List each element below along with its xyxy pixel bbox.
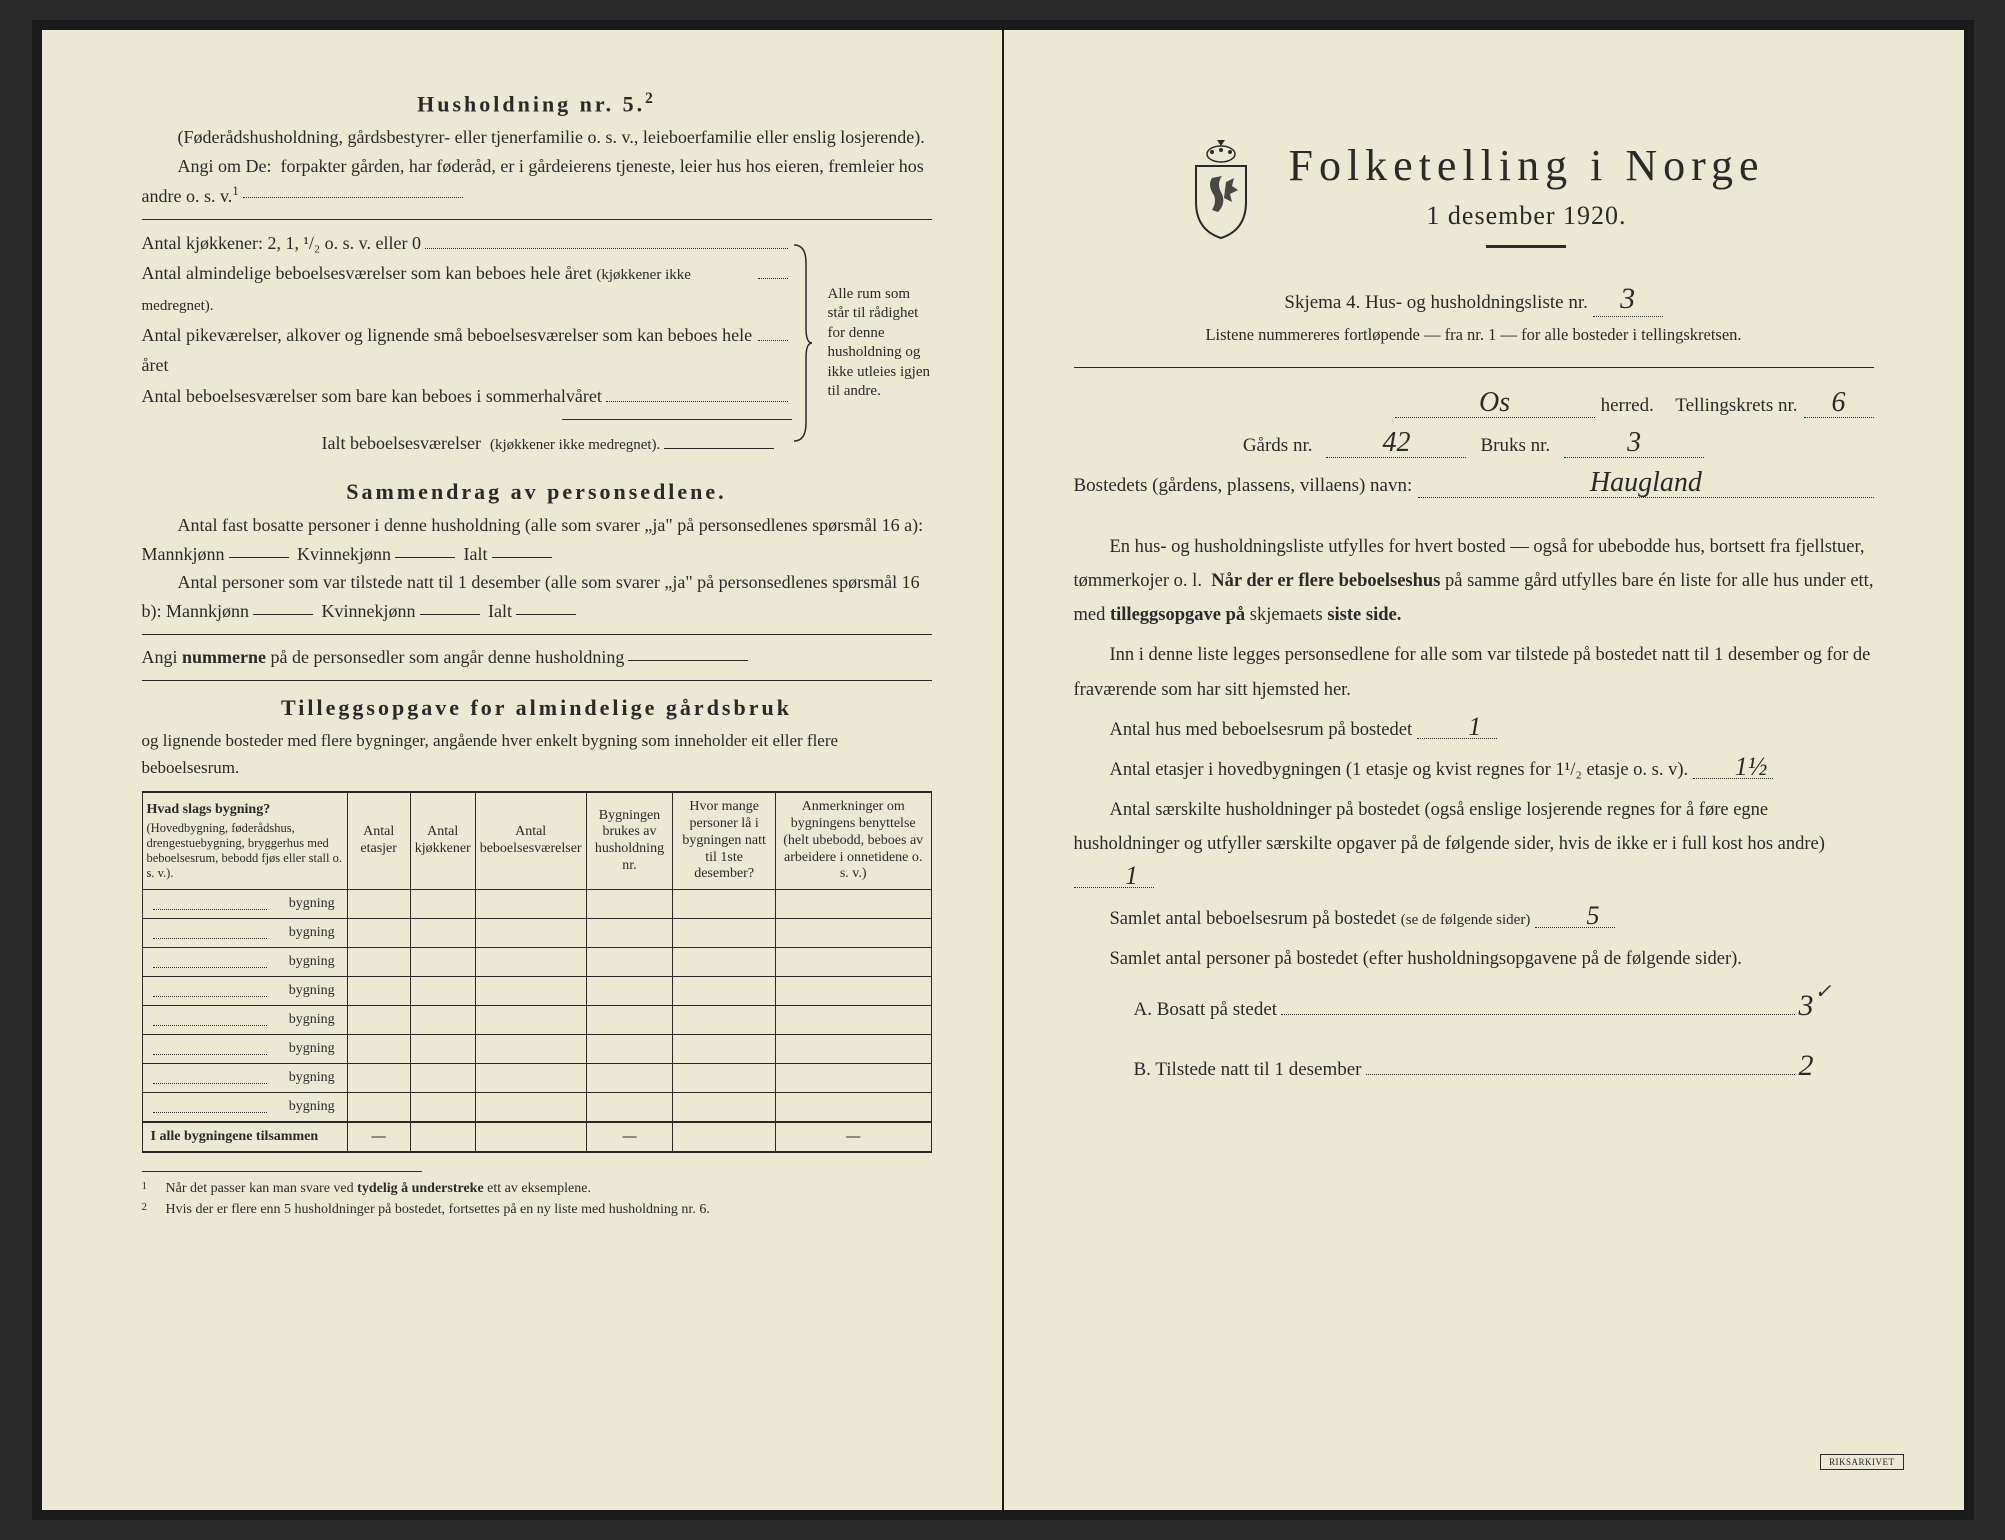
tillegg-sub: og lignende bosteder med flere bygninger…: [142, 727, 932, 781]
gards-value: 42: [1326, 429, 1466, 458]
answer-a: A. Bosatt på stedet 3✓: [1134, 976, 1874, 1036]
th-floors: Antal etasjer: [347, 792, 410, 889]
tillegg-heading: Tilleggsopgave for almindelige gårdsbruk: [142, 695, 932, 721]
krets-value: 6: [1804, 389, 1874, 418]
brace-note: Alle rum som står til rådighet for denne…: [822, 228, 932, 459]
rooms-2: Antal pikeværelser, alkover og lignende …: [142, 320, 754, 381]
title-rule: [1486, 245, 1566, 248]
q-households-value: 1: [1074, 864, 1154, 888]
herred-line: Os herred. Tellingskrets nr. 6: [1074, 386, 1874, 426]
th-remarks: Anmerkninger om bygningens benyttelse (h…: [775, 792, 931, 889]
rooms-brace-group: Antal kjøkkener: 2, 1, ¹/₂ o. s. v. elle…: [142, 228, 932, 459]
summary-2: Antal personer som var tilstede natt til…: [142, 568, 932, 626]
footnotes: 1Når det passer kan man svare ved tydeli…: [142, 1171, 932, 1220]
angi-line: Angi om De: forpakter gården, har føderå…: [142, 152, 932, 211]
document-spread: Husholdning nr. 5.2 (Føderådshusholdning…: [32, 20, 1974, 1520]
coat-of-arms-icon: [1182, 140, 1260, 240]
q-rooms: Samlet antal beboelsesrum på bostedet (s…: [1074, 902, 1874, 936]
household-heading: Husholdning nr. 5.2: [142, 90, 932, 117]
q-rooms-value: 5: [1535, 904, 1615, 928]
brace-icon: [792, 228, 822, 459]
q-houses-value: 1: [1417, 715, 1497, 739]
summary-1: Antal fast bosatte personer i denne hush…: [142, 511, 932, 569]
bruks-value: 3: [1564, 429, 1704, 458]
building-rows: bygning bygning bygning bygning bygning …: [142, 890, 931, 1153]
instruction: Listene nummereres fortløpende — fra nr.…: [1074, 325, 1874, 345]
q-households: Antal særskilte husholdninger på bostede…: [1074, 793, 1874, 896]
th-type: Hvad slags bygning?(Hovedbygning, føderå…: [142, 792, 347, 889]
q-persons: Samlet antal personer på bostedet (efter…: [1074, 942, 1874, 976]
building-table: Hvad slags bygning?(Hovedbygning, føderå…: [142, 791, 932, 1153]
answer-b-value: 2: [1799, 1036, 1814, 1096]
left-page: Husholdning nr. 5.2 (Føderådshusholdning…: [42, 30, 1002, 1510]
th-rooms: Antal beboelsesværelser: [475, 792, 586, 889]
q-floors-value: 1½: [1693, 755, 1774, 779]
th-persons: Hvor mange personer lå i bygningen natt …: [673, 792, 776, 889]
summary-heading: Sammendrag av personsedlene.: [142, 479, 932, 505]
subtitle: 1 desember 1920.: [1288, 201, 1764, 231]
gards-line: Gårds nr. 42 Bruks nr. 3: [1074, 426, 1874, 466]
q-floors: Antal etasjer i hovedbygningen (1 etasje…: [1074, 753, 1874, 787]
summary-3: Angi nummerne på de personsedler som ang…: [142, 643, 932, 672]
answer-a-value: 3✓: [1799, 976, 1814, 1036]
main-title: Folketelling i Norge: [1288, 140, 1764, 191]
household-desc: (Føderådshusholdning, gårdsbestyrer- ell…: [142, 123, 932, 152]
right-page: Folketelling i Norge 1 desember 1920. Sk…: [1004, 30, 1964, 1510]
kitchens-label: Antal kjøkkener: 2, 1, ¹/₂ o. s. v. elle…: [142, 228, 421, 259]
bosted-line: Bostedets (gårdens, plassens, villaens) …: [1074, 466, 1874, 506]
bosted-value: Haugland: [1418, 469, 1873, 498]
rooms-total: Ialt beboelsesværelser (kjøkkener ikke m…: [322, 428, 661, 459]
herred-value: Os: [1395, 389, 1595, 418]
instructions-p2: Inn i denne liste legges personsedlene f…: [1074, 638, 1874, 706]
instructions-p1: En hus- og husholdningsliste utfylles fo…: [1074, 530, 1874, 633]
th-household: Bygningen brukes av husholdning nr.: [586, 792, 673, 889]
rooms-3: Antal beboelsesværelser som bare kan beb…: [142, 381, 602, 412]
schema-line: Skjema 4. Hus- og husholdningsliste nr. …: [1074, 282, 1874, 317]
rooms-1: Antal almindelige beboelsesværelser som …: [142, 258, 754, 319]
answer-b: B. Tilstede natt til 1 desember 2: [1134, 1036, 1874, 1096]
total-row: I alle bygningene tilsammen———: [142, 1122, 931, 1152]
q-houses: Antal hus med beboelsesrum på bostedet 1: [1074, 713, 1874, 747]
archive-stamp: RIKSARKIVET: [1820, 1454, 1904, 1470]
th-kitchens: Antal kjøkkener: [410, 792, 475, 889]
